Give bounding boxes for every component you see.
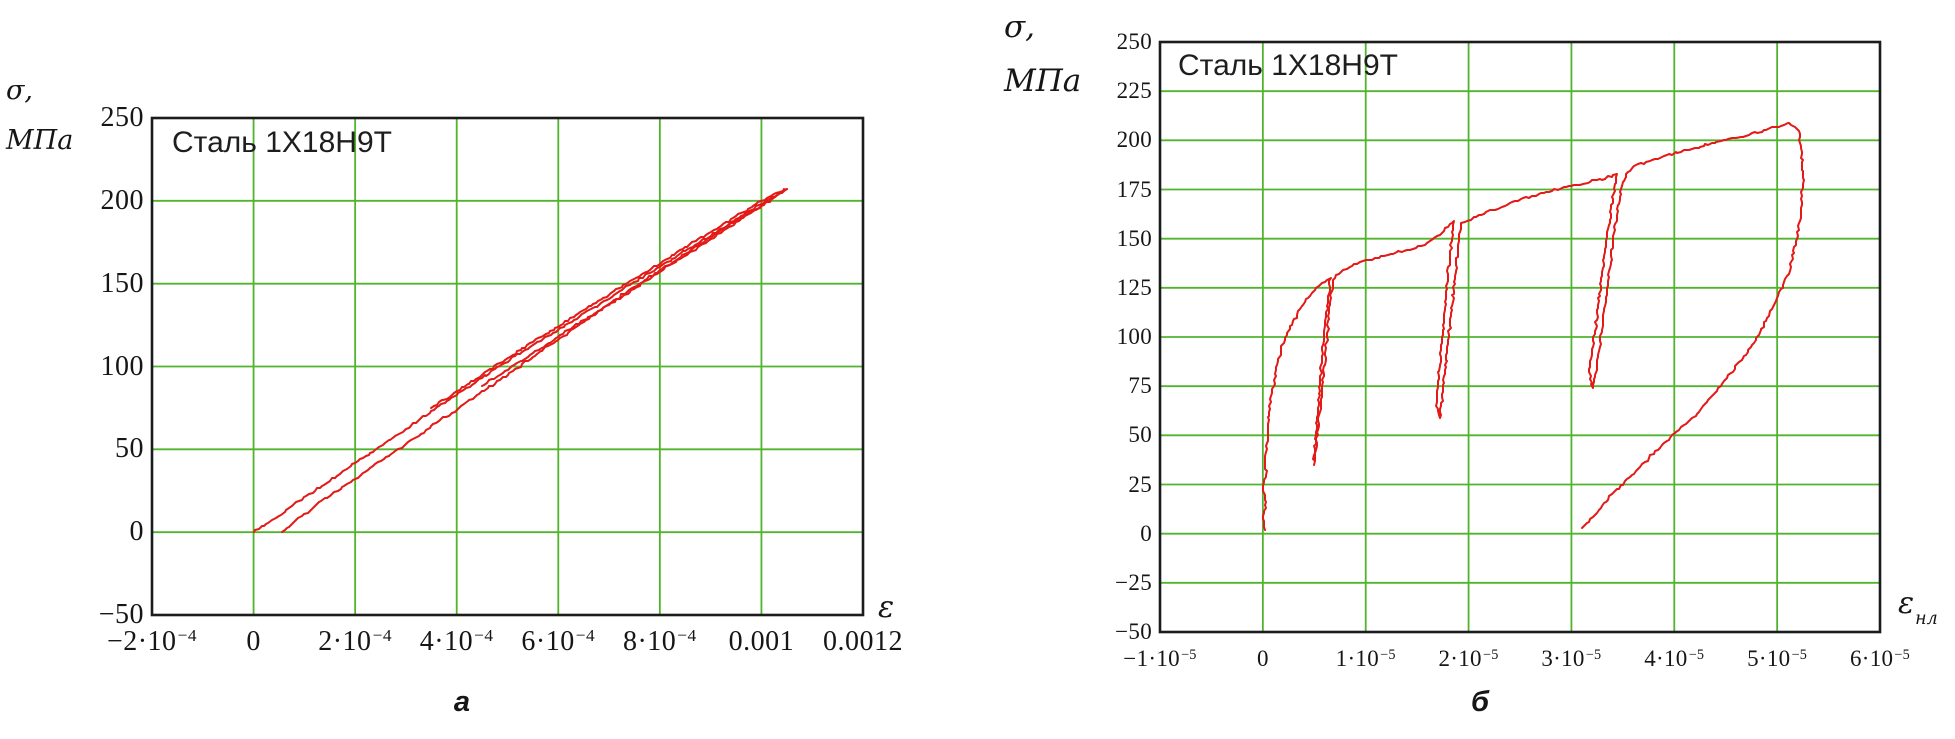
x-tick-label: 1·10−5: [1335, 646, 1396, 671]
chart-caption: а: [453, 686, 471, 718]
y-tick-label: 225: [1116, 78, 1152, 104]
y-axis-label: σ, МПа: [6, 66, 73, 166]
curve-cyclic-trace: [1262, 122, 1805, 531]
y-tick-label: −25: [1115, 569, 1152, 595]
tick-exponent: −4: [677, 625, 697, 645]
y-tick-label: 250: [100, 102, 144, 133]
tick-exponent: −5: [1380, 646, 1396, 663]
chart-caption: б: [1471, 686, 1489, 718]
y-tick-label: 200: [1116, 127, 1152, 153]
y-axis-label: σ, МПа: [1004, 0, 1081, 108]
y-tick-label: 0: [1140, 520, 1152, 546]
tick-exponent: −5: [1894, 646, 1911, 663]
y-tick-label: 50: [1128, 422, 1152, 448]
x-axis-label-subscript: нл: [1915, 608, 1938, 629]
x-tick-label: 2·10−5: [1438, 646, 1499, 671]
y-tick-label: 100: [1116, 324, 1152, 349]
y-tick-label: 250: [1116, 29, 1152, 54]
tick-exponent: −4: [474, 625, 494, 645]
x-tick-label: 0: [1256, 646, 1269, 671]
tick-exponent: −5: [1482, 646, 1499, 663]
y-tick-label: −50: [98, 599, 144, 630]
x-tick-label: 5·10−5: [1747, 646, 1808, 671]
x-axis-label: ε: [878, 590, 895, 625]
x-tick-label: 0: [246, 626, 261, 657]
tick-exponent: −5: [1585, 646, 1602, 663]
x-axis-label: εнл: [1898, 586, 1938, 629]
tick-exponent: −4: [177, 625, 198, 645]
tick-exponent: −4: [575, 625, 596, 645]
y-axis-label-units: МПа: [6, 125, 74, 156]
tick-exponent: −5: [1791, 646, 1808, 663]
x-tick-label: 8·10−4: [622, 625, 697, 657]
x-tick-label: 2·10−4: [318, 625, 393, 657]
tick-exponent: −5: [1688, 646, 1705, 663]
y-tick-label: 100: [100, 350, 144, 382]
x-tick-label: 6·10−4: [521, 625, 596, 657]
x-tick-label: 0.0012: [823, 626, 903, 657]
grid-lines: [1160, 42, 1880, 632]
y-axis-label-sigma: σ,: [6, 75, 34, 106]
plot-border: [1158, 40, 1882, 634]
y-axis-label-units: МПа: [1004, 63, 1082, 99]
x-tick-label: −2·10−4: [106, 625, 198, 657]
x-tick-label: 6·10−5: [1849, 646, 1911, 671]
y-tick-label: 125: [1116, 274, 1152, 300]
y-axis-label-sigma: σ,: [1004, 9, 1036, 45]
y-tick-label: 50: [115, 433, 144, 465]
y-tick-label: 150: [1116, 225, 1152, 251]
y-tick-label: 0: [129, 516, 144, 548]
x-tick-label: 3·10−5: [1541, 646, 1602, 671]
y-tick-label: −50: [1115, 619, 1152, 644]
y-tick-label: 175: [1116, 176, 1152, 202]
plot-title: Сталь 1X18Н9Т: [1178, 49, 1398, 82]
x-tick-label: −1·10−5: [1123, 646, 1197, 671]
x-tick-label: 0.001: [728, 626, 795, 657]
plot-title: Сталь 1X18Н9Т: [172, 126, 392, 159]
y-tick-label: 150: [100, 267, 144, 299]
y-tick-label: 200: [100, 184, 144, 216]
tick-exponent: −4: [372, 625, 393, 645]
x-tick-label: 4·10−5: [1644, 646, 1705, 671]
x-tick-label: 4·10−4: [419, 625, 494, 657]
tick-exponent: −5: [1180, 646, 1197, 663]
y-tick-label: 75: [1128, 373, 1152, 399]
y-tick-label: 25: [1128, 471, 1152, 497]
